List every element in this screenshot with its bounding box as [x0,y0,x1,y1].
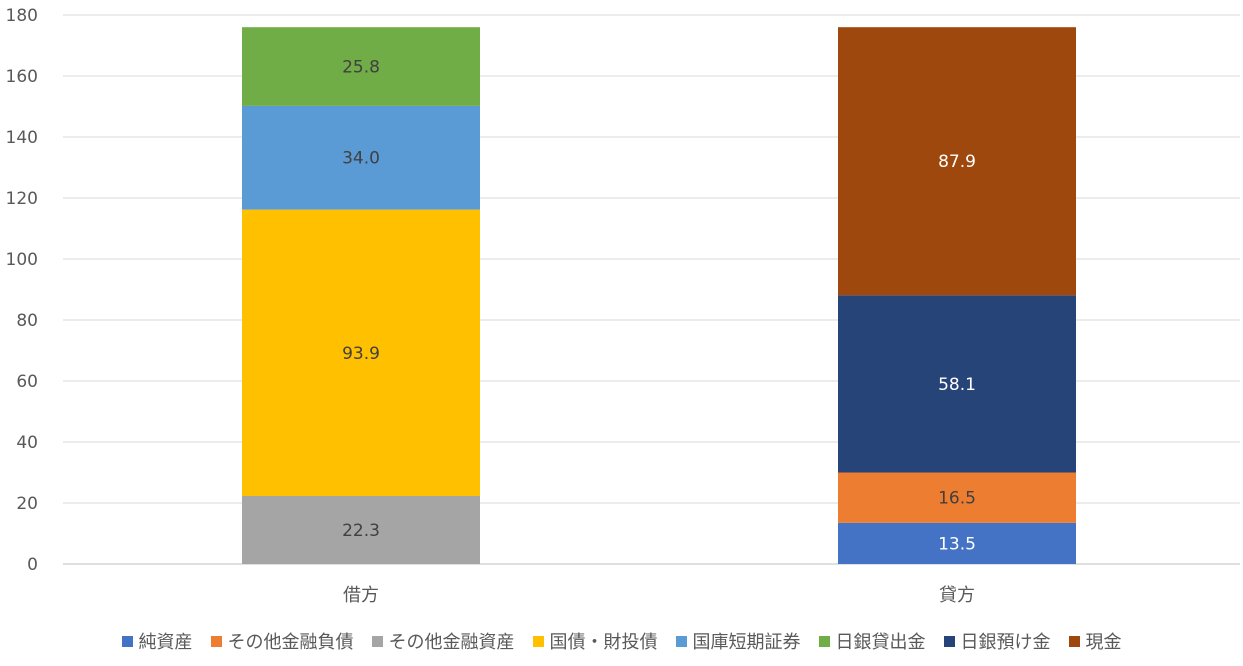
y-tick-label: 180 [6,6,38,26]
legend-label: その他金融負債 [227,632,354,653]
legend-label: 日銀貸出金 [835,632,926,653]
data-label: 87.9 [938,152,976,172]
legend: 純資産 その他金融負債 その他金融資産 国債・財投債 国庫短期証券 日銀貸出金 日銀預け金 現… [0,628,1243,654]
legend-item: 純資産 [121,628,193,654]
bar-segment [838,27,1076,296]
legend-swatch [943,635,955,647]
data-label: 58.1 [938,375,976,395]
legend-swatch [121,635,133,647]
legend-item: 国債・財投債 [532,628,658,654]
y-tick-label: 20 [16,494,38,514]
legend-label: 日銀預け金 [960,632,1051,653]
data-label: 25.8 [342,58,380,78]
legend-item: 国庫短期証券 [675,628,801,654]
y-tick-label: 80 [16,311,38,331]
bar-segment [242,105,480,210]
bar-segment [242,27,480,106]
legend-swatch [1068,635,1080,647]
x-axis: 借方 貸方 [343,585,975,606]
data-label: 34.0 [342,149,380,169]
y-tick-label: 120 [6,189,38,209]
data-label: 16.5 [938,489,976,509]
data-label: 22.3 [342,521,380,541]
legend-swatch [532,635,544,647]
data-label: 93.9 [342,344,380,364]
legend-item: 日銀貸出金 [818,628,926,654]
legend-swatch [371,635,383,647]
legend-label: 純資産 [138,632,193,653]
data-labels: 22.3 93.9 34.0 25.8 13.5 16.5 58.1 87.9 [342,58,976,555]
data-label: 13.5 [938,534,976,554]
y-tick-label: 0 [27,555,38,575]
y-axis: 0 20 40 60 80 100 120 140 160 180 [6,6,38,575]
legend-item: 日銀預け金 [943,628,1051,654]
bar-segment [838,295,1076,473]
legend-item: その他金融負債 [210,628,354,654]
legend-label: 国債・財投債 [549,632,658,653]
y-tick-label: 40 [16,433,38,453]
bar-segment [242,495,480,564]
bars [242,27,1076,564]
x-category-label: 貸方 [939,585,975,606]
y-tick-label: 100 [6,250,38,270]
legend-swatch [675,635,687,647]
legend-label: 現金 [1085,632,1122,653]
bar-segment [838,472,1076,523]
x-category-label: 借方 [343,585,379,606]
legend-swatch [210,635,222,647]
legend-label: その他金融資産 [388,632,515,653]
legend-swatch [818,635,830,647]
bar-segment [838,522,1076,564]
legend-item: その他金融資産 [371,628,515,654]
legend-label: 国庫短期証券 [692,632,801,653]
legend-item: 現金 [1068,628,1122,654]
y-tick-label: 140 [6,128,38,148]
y-tick-label: 60 [16,372,38,392]
bar-segment [242,209,480,496]
y-tick-label: 160 [6,67,38,87]
